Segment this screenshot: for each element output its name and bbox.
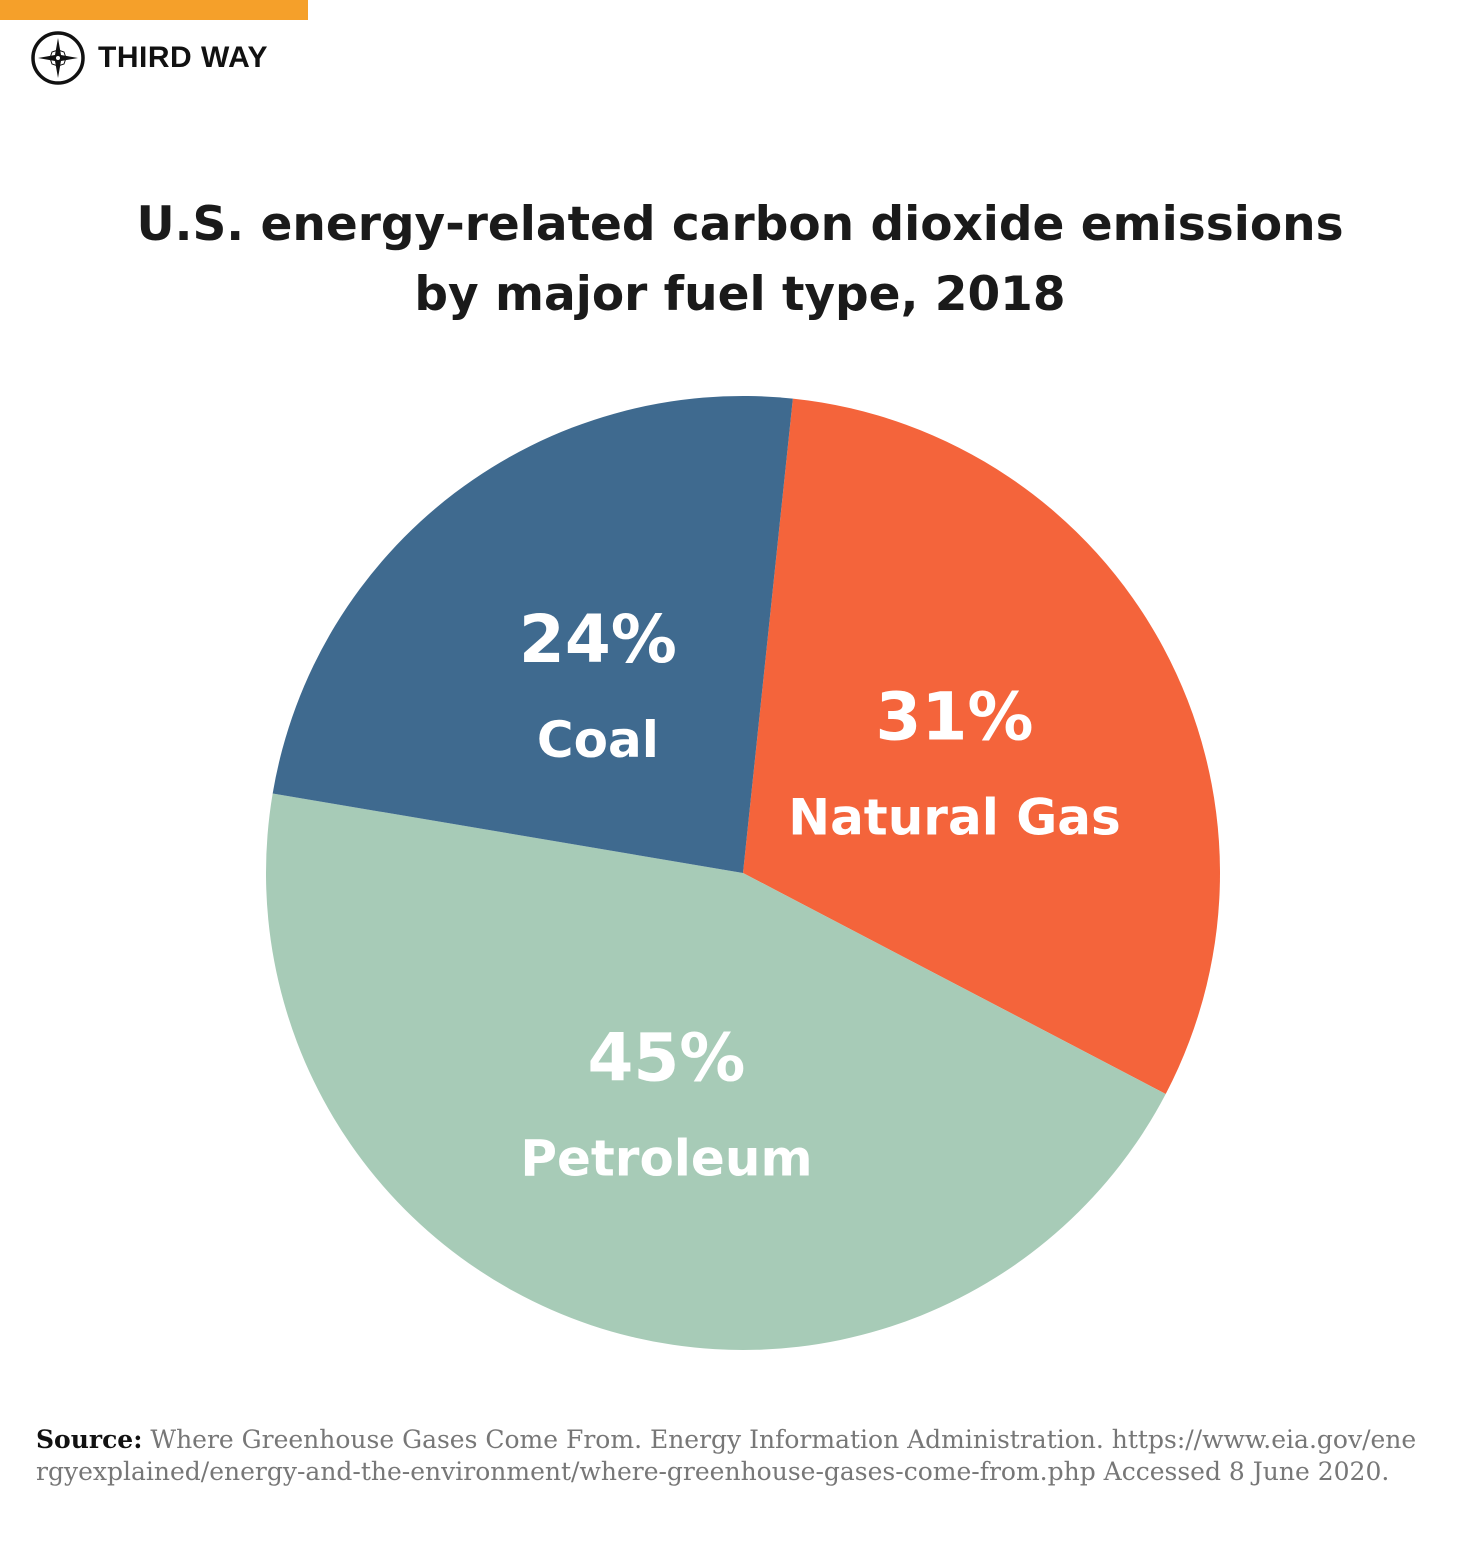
source-note: Source: Where Greenhouse Gases Come From… <box>36 1424 1426 1488</box>
slice-category-label: Natural Gas <box>788 789 1121 847</box>
compass-icon <box>31 31 85 85</box>
source-label: Source: <box>36 1425 143 1454</box>
pie-slice-petroleum <box>265 793 1166 1350</box>
title-line-2: by major fuel type, 2018 <box>414 267 1066 322</box>
source-text: Where Greenhouse Gases Come From. Energy… <box>36 1425 1417 1486</box>
slice-category-label: Coal <box>537 711 659 769</box>
slice-category-label: Petroleum <box>520 1129 812 1187</box>
title-line-1: U.S. energy-related carbon dioxide emiss… <box>136 197 1344 252</box>
pie-slice-coal <box>272 396 793 873</box>
chart-title: U.S. energy-related carbon dioxide emiss… <box>0 190 1480 330</box>
accent-bar <box>0 0 308 20</box>
slice-value-label: 45% <box>587 1019 745 1096</box>
slice-value-label: 31% <box>876 679 1034 756</box>
third-way-logo: THIRD WAY <box>30 30 268 86</box>
pie-slice-natural-gas <box>743 398 1221 1094</box>
slice-value-label: 24% <box>519 601 677 678</box>
brand-name: THIRD WAY <box>98 41 269 74</box>
